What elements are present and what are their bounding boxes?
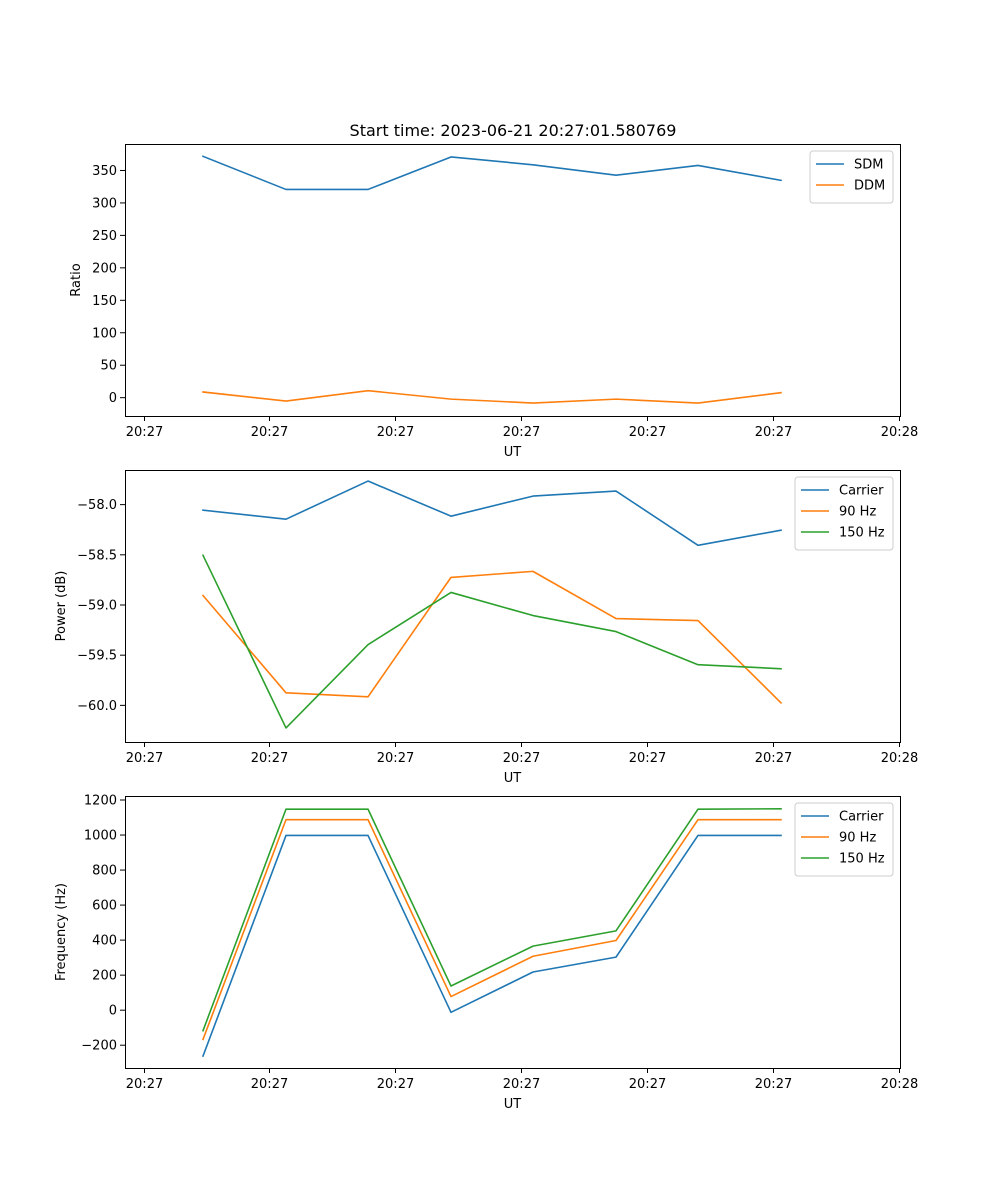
x-axis-label: UT bbox=[504, 445, 522, 460]
legend-label: SDM bbox=[854, 158, 883, 173]
x-tick-label: 20:27 bbox=[126, 751, 163, 766]
x-tick-label: 20:27 bbox=[251, 1077, 288, 1092]
legend: Carrier 90 Hz 150 Hz bbox=[794, 476, 894, 551]
x-tick-label: 20:27 bbox=[377, 751, 414, 766]
y-tick-label: 200 bbox=[92, 261, 117, 276]
legend-label: Carrier bbox=[839, 810, 884, 825]
y-tick-label: 50 bbox=[100, 359, 117, 374]
y-tick-label: 350 bbox=[92, 164, 117, 179]
legend-label: 150 Hz bbox=[839, 526, 885, 541]
x-tick-label: 20:27 bbox=[755, 425, 792, 440]
series-line-ddm bbox=[202, 389, 782, 404]
x-axis-label: UT bbox=[504, 1097, 522, 1112]
y-tick-label: −59.0 bbox=[77, 598, 117, 613]
y-tick-label: 600 bbox=[92, 899, 117, 914]
y-tick-label: 800 bbox=[92, 864, 117, 879]
y-tick-label: 0 bbox=[109, 391, 117, 406]
series-line-150-hz bbox=[201, 807, 782, 1032]
x-tick-label: 20:27 bbox=[251, 425, 288, 440]
legend-label: 150 Hz bbox=[839, 852, 885, 867]
x-tick-label: 20:27 bbox=[629, 1077, 666, 1092]
legend-label: 90 Hz bbox=[839, 831, 876, 846]
x-tick-label: 20:28 bbox=[881, 425, 918, 440]
y-tick-label: 150 bbox=[92, 294, 117, 309]
x-tick-label: 20:27 bbox=[251, 751, 288, 766]
axes-frame bbox=[125, 470, 901, 743]
series-line-90-hz bbox=[201, 818, 782, 1041]
legend: SDM DDM bbox=[809, 150, 894, 204]
y-tick-label: −200 bbox=[81, 1039, 117, 1054]
legend-label: Carrier bbox=[839, 484, 884, 499]
legend-label: 90 Hz bbox=[839, 505, 876, 520]
x-axis-label: UT bbox=[504, 771, 522, 786]
series-line-sdm bbox=[201, 155, 782, 191]
y-tick-label: 1000 bbox=[84, 829, 117, 844]
chart-panel-3: 20:27 20:27 20:27 20:27 20:27 20:27 20:28 −200 0… bbox=[54, 794, 918, 1112]
y-tick-label: 1200 bbox=[84, 794, 117, 809]
x-tick-label: 20:27 bbox=[503, 1077, 540, 1092]
y-tick-label: 0 bbox=[109, 1004, 117, 1019]
y-axis-label: Power (dB) bbox=[54, 571, 69, 642]
x-tick-label: 20:28 bbox=[881, 751, 918, 766]
x-tick-label: 20:27 bbox=[755, 1077, 792, 1092]
y-tick-label: 100 bbox=[92, 326, 117, 341]
x-tick-label: 20:27 bbox=[377, 425, 414, 440]
x-tick-label: 20:27 bbox=[629, 425, 666, 440]
series-line-carrier bbox=[202, 480, 782, 547]
x-tick-label: 20:27 bbox=[377, 1077, 414, 1092]
y-tick-label: −58.5 bbox=[77, 548, 117, 563]
x-tick-label: 20:27 bbox=[126, 1077, 163, 1092]
y-tick-label: −59.5 bbox=[77, 649, 117, 664]
x-tick-label: 20:27 bbox=[629, 751, 666, 766]
y-tick-label: 400 bbox=[92, 934, 117, 949]
chart-panel-1: 20:27 20:27 20:27 20:27 20:27 20:27 20:28 0 50 10… bbox=[69, 144, 918, 460]
y-tick-label: 250 bbox=[92, 229, 117, 244]
y-tick-label: 300 bbox=[92, 196, 117, 211]
chart-panel-2: 20:27 20:27 20:27 20:27 20:27 20:27 20:28 −60.0… bbox=[54, 470, 918, 786]
series-line-carrier bbox=[201, 834, 782, 1058]
axes-frame bbox=[125, 796, 901, 1069]
y-axis-label: Frequency (Hz) bbox=[54, 883, 69, 981]
axes-frame bbox=[125, 144, 901, 417]
y-axis-label: Ratio bbox=[69, 263, 84, 296]
figure-title: Start time: 2023-06-21 20:27:01.580769 bbox=[350, 121, 677, 140]
series-line-150-hz bbox=[201, 554, 782, 729]
x-tick-label: 20:27 bbox=[503, 751, 540, 766]
legend: Carrier 90 Hz 150 Hz bbox=[794, 802, 894, 877]
series-line-90-hz bbox=[201, 570, 783, 704]
x-tick-label: 20:28 bbox=[881, 1077, 918, 1092]
y-tick-label: −60.0 bbox=[77, 699, 117, 714]
y-tick-label: 200 bbox=[92, 969, 117, 984]
legend-label: DDM bbox=[854, 179, 885, 194]
y-tick-label: −58.0 bbox=[77, 498, 117, 513]
x-tick-label: 20:27 bbox=[126, 425, 163, 440]
x-tick-label: 20:27 bbox=[503, 425, 540, 440]
x-tick-label: 20:27 bbox=[755, 751, 792, 766]
